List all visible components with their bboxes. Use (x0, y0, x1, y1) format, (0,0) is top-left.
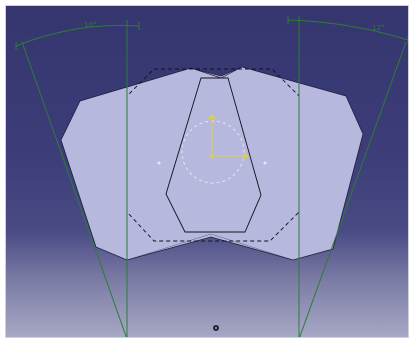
part-body[interactable] (60, 66, 364, 261)
angle-dimension-arc-left[interactable] (15, 24, 140, 47)
construction-line-diag-left[interactable] (21, 41, 127, 338)
ref-point-right[interactable] (263, 161, 267, 165)
angle-dimension-label-left[interactable]: 10° (84, 21, 96, 29)
angle-dimension-arc-right[interactable] (287, 19, 408, 41)
axis-arrow-h (243, 152, 249, 160)
sketch-canvas[interactable]: 10° 12° (6, 6, 409, 338)
construction-line-diag-right[interactable] (299, 41, 407, 338)
cad-3d-viewport[interactable]: 10° 12° (5, 5, 409, 338)
axis-arrow-v (208, 114, 216, 119)
ref-point-left[interactable] (157, 161, 161, 165)
part-inner-edge-bottom (126, 233, 294, 261)
angle-dimension-label-right[interactable]: 12° (372, 24, 384, 32)
sketch-origin[interactable] (210, 154, 214, 158)
compass-origin-icon[interactable] (213, 325, 219, 331)
teardrop-profile[interactable] (165, 77, 262, 233)
dashed-circle[interactable] (181, 120, 245, 184)
